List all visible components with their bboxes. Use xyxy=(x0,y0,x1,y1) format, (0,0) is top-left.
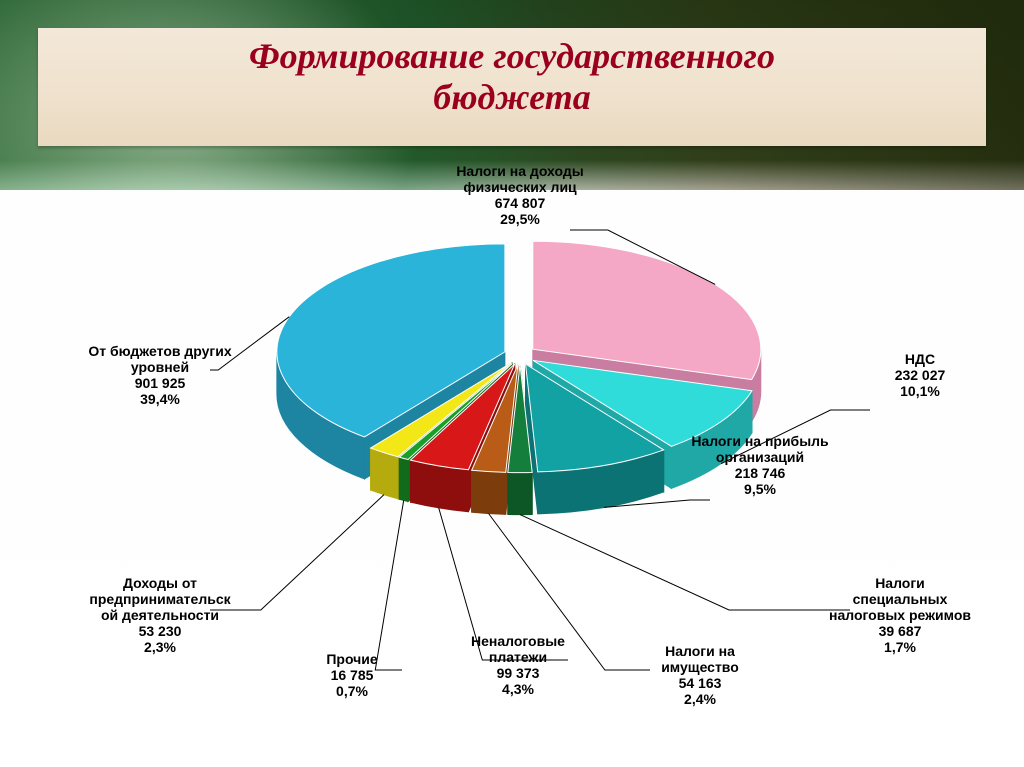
slice-label: Налоги на доходыфизических лиц674 80729,… xyxy=(456,163,583,227)
slice-label: Прочие16 7850,7% xyxy=(326,651,378,699)
slice-label: Доходы отпредпринимательской деятельност… xyxy=(89,575,231,655)
slice-label: Неналоговыеплатежи99 3734,3% xyxy=(471,633,565,697)
slice-label: Налогиспециальныхналоговых режимов39 687… xyxy=(829,575,971,655)
slice-label: НДС232 02710,1% xyxy=(895,351,946,399)
slice-label: От бюджетов другихуровней901 92539,4% xyxy=(88,343,231,407)
pie-chart: Налоги на доходыфизических лиц674 80729,… xyxy=(0,0,1024,767)
slice-label: Налоги наимущество54 1632,4% xyxy=(661,643,739,707)
